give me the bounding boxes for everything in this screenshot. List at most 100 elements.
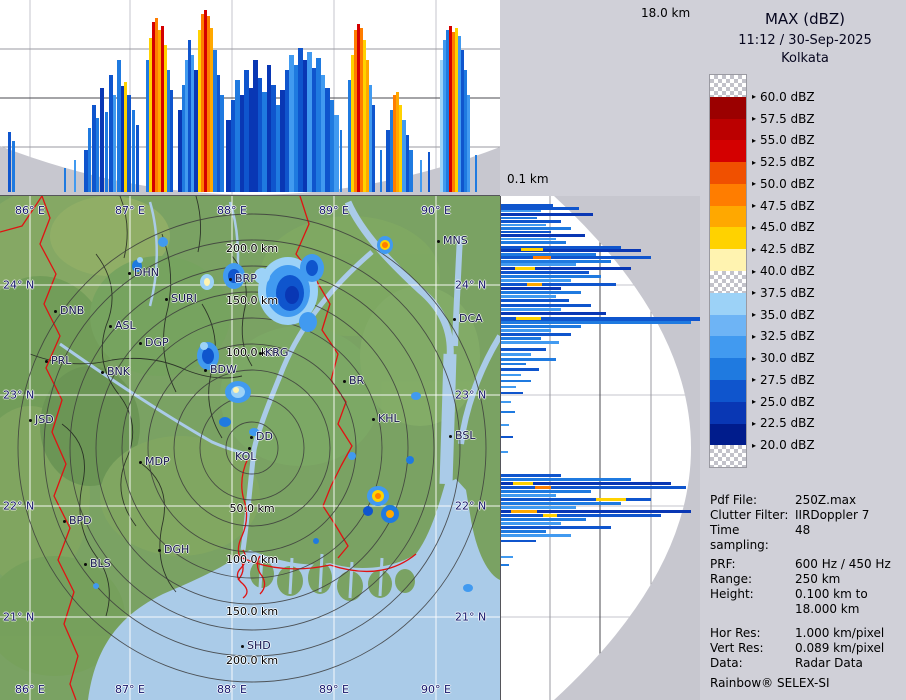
echo-column	[155, 18, 158, 192]
info-row: 18.000 km	[710, 602, 906, 617]
tick-arrow-icon: ▸	[752, 418, 757, 428]
echo-column	[100, 88, 104, 192]
info-key: Pdf File:	[710, 493, 758, 507]
echo-column	[294, 65, 298, 192]
city-label: BDW	[210, 363, 237, 376]
city-label: BPD	[69, 514, 92, 527]
tick-arrow-icon: ▸	[752, 135, 757, 145]
echo-column	[84, 150, 88, 192]
info-key	[710, 602, 795, 617]
echo-bar	[501, 275, 601, 278]
tick-arrow-icon: ▸	[752, 244, 757, 254]
echo-bar	[501, 213, 593, 216]
echo-column	[390, 110, 393, 192]
info-key: PRF:	[710, 557, 736, 571]
scale-label-text: 37.5 dBZ	[760, 285, 815, 300]
range-ring	[225, 421, 279, 475]
echo-bar	[501, 220, 561, 223]
map-label-overlay: 86° E 86° E 87° E 87° E 88° E 88° E 89° E 89° E…	[0, 196, 500, 700]
scale-label-text: 57.5 dBZ	[760, 111, 815, 126]
range-ring-label: 150.0 km	[225, 605, 279, 618]
echo-column	[8, 132, 11, 192]
radar-echo-cell	[299, 312, 317, 332]
scale-label: ▸ 42.5 dBZ	[752, 242, 815, 256]
echo-bar	[501, 564, 509, 566]
city-label: DCA	[459, 312, 483, 325]
radar-echo-cell	[137, 257, 143, 263]
echo-bar	[501, 210, 541, 212]
tick-arrow-icon: ▸	[752, 375, 757, 385]
echo-bar	[501, 325, 581, 328]
echo-column	[109, 75, 113, 192]
echo-bar	[501, 411, 515, 413]
echo-column	[366, 60, 369, 192]
info-value: IIRDoppler 7	[795, 508, 870, 522]
radar-echo-cell	[463, 584, 473, 592]
city-dot	[44, 359, 48, 363]
echo-bar	[501, 386, 516, 388]
scale-label: ▸ 37.5 dBZ	[752, 286, 815, 300]
echo-column	[452, 32, 455, 192]
city-label: MDP	[145, 455, 170, 468]
city-label: KRG	[265, 346, 289, 359]
echo-column	[461, 50, 464, 192]
info-key: Hor Res:	[710, 626, 761, 640]
city-label: PRL	[51, 354, 72, 367]
echo-bar	[501, 482, 671, 485]
side-projection-canvas	[501, 196, 700, 700]
echo-column	[298, 48, 303, 192]
city-label: DD	[256, 430, 273, 443]
echo-column	[194, 70, 198, 192]
scale-block	[710, 401, 746, 424]
echo-bar	[501, 526, 611, 529]
echo-bar	[501, 380, 531, 382]
scale-block	[710, 379, 746, 402]
city-label: ASL	[115, 319, 136, 332]
city-dot	[240, 644, 244, 648]
scale-label: ▸ 52.5 dBZ	[752, 155, 815, 169]
city-dot	[100, 370, 104, 374]
scale-label: ▸ 45.0 dBZ	[752, 220, 815, 234]
range-ring	[121, 317, 383, 579]
color-scale: ▸ 60.0 dBZ ▸ 57.5 dBZ ▸ 55.0 dBZ ▸ 52.5 dBZ ▸ 50.…	[709, 74, 900, 468]
radar-echo-cell	[313, 538, 319, 544]
echo-bar	[501, 260, 611, 263]
echo-column	[467, 95, 470, 192]
scale-block	[710, 227, 746, 250]
echo-bar	[501, 494, 556, 497]
scale-label: ▸ 25.0 dBZ	[752, 395, 815, 409]
top-projection-canvas	[0, 0, 500, 195]
scale-label-text: 20.0 dBZ	[760, 438, 815, 453]
echo-column	[210, 28, 213, 192]
tick-arrow-icon: ▸	[752, 201, 757, 211]
echo-column	[235, 80, 240, 192]
echo-column	[124, 82, 127, 192]
echo-column	[406, 135, 409, 192]
scale-label-text: 55.0 dBZ	[760, 133, 815, 148]
echo-column	[161, 26, 164, 192]
state-boundaries	[0, 196, 417, 700]
echo-column	[12, 141, 15, 192]
scale-block	[710, 336, 746, 359]
software-brand: Rainbow® SELEX-SI	[710, 676, 830, 690]
echo-column	[231, 100, 235, 192]
latitude-label: 24° N	[455, 278, 487, 292]
info-row: Height: 0.100 km to	[710, 587, 906, 602]
radar-echo-cell	[204, 278, 210, 286]
info-value: 18.000 km	[795, 602, 860, 616]
echo-column	[446, 30, 449, 192]
echo-column	[316, 58, 321, 192]
city-dot	[83, 562, 87, 566]
echo-column	[217, 75, 220, 192]
city-label: KOL	[235, 450, 257, 463]
info-value: Radar Data	[795, 656, 863, 670]
longitude-label: 90° E	[421, 204, 451, 217]
scale-label: ▸ 27.5 dBZ	[752, 373, 815, 387]
city-dot	[62, 519, 66, 523]
radar-echo-cell	[382, 242, 388, 248]
scale-block	[710, 249, 746, 272]
echo-column	[360, 28, 363, 192]
echo-column	[372, 105, 375, 192]
latitude-label: 23° N	[455, 388, 487, 402]
city-label: DNB	[60, 304, 85, 317]
